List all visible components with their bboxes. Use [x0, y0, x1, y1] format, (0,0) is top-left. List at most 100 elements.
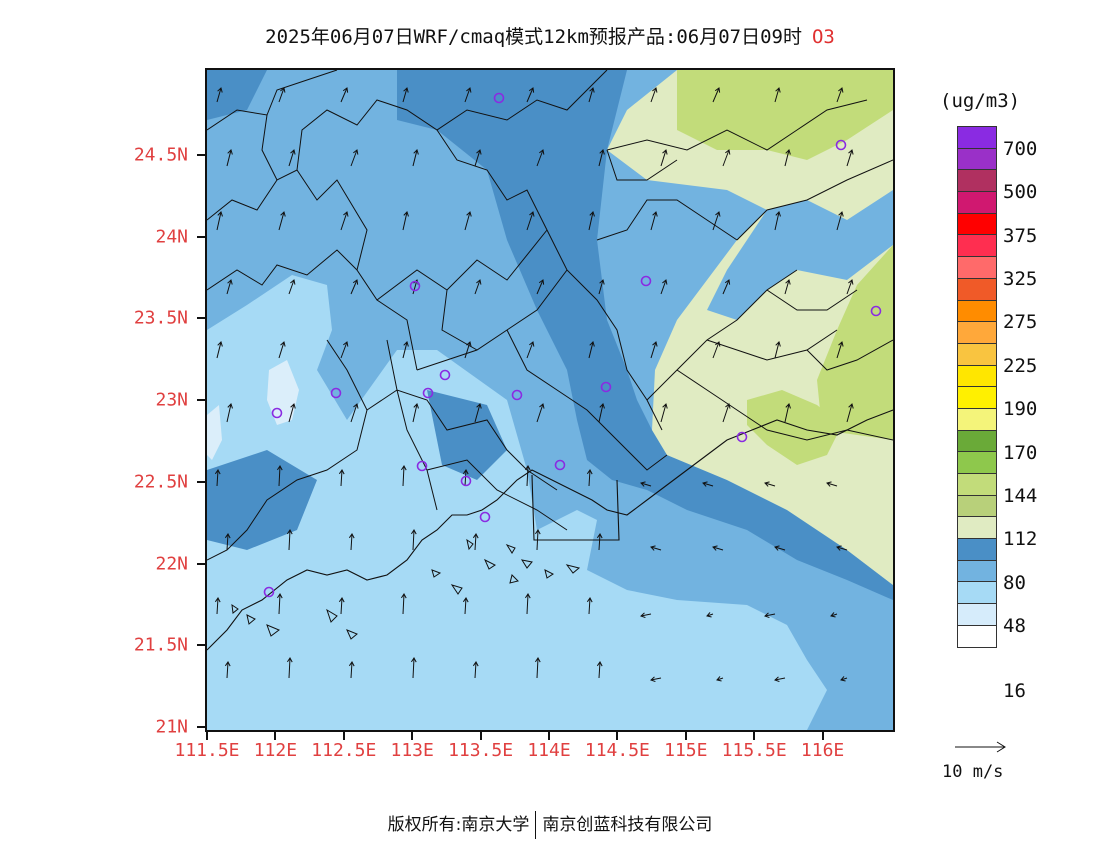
wind-arrow-icon — [588, 341, 595, 359]
wind-arrow-icon — [474, 403, 482, 423]
longitude-label: 116E — [800, 740, 845, 761]
wind-arrow-icon — [840, 676, 848, 682]
latitude-tick — [197, 480, 205, 483]
station-marker-icon — [271, 407, 283, 419]
longitude-tick — [479, 732, 482, 740]
station-marker-icon — [422, 387, 434, 399]
wind-arrow-icon — [348, 533, 355, 551]
wind-arrow-icon — [650, 211, 658, 231]
longitude-label: 114.5E — [584, 740, 650, 761]
wind-arrow-icon — [338, 597, 345, 615]
latitude-label: 21.5N — [133, 634, 188, 656]
wind-arrow-icon — [712, 87, 721, 103]
wind-arrow-icon — [526, 87, 535, 103]
legend-label: 275 — [1003, 311, 1038, 334]
wind-arrow-icon — [474, 279, 482, 295]
wind-arrow-icon — [836, 211, 844, 231]
wind-arrow-icon — [712, 211, 721, 231]
latitude-label: 22.5N — [133, 471, 188, 493]
wind-arrow-icon — [650, 87, 658, 103]
wind-arrow-icon — [526, 341, 535, 359]
color-legend — [957, 126, 997, 648]
latitude-tick — [197, 644, 205, 647]
wind-arrow-icon — [784, 279, 791, 295]
station-marker-icon — [439, 369, 451, 381]
legend-swatch — [957, 256, 997, 279]
wind-arrow-icon — [774, 676, 786, 683]
wind-arrow-icon — [410, 529, 417, 551]
wind-arrow-icon — [462, 597, 469, 615]
longitude-tick — [411, 732, 414, 740]
map-canvas — [207, 70, 893, 730]
station-marker-icon — [554, 459, 566, 471]
wind-arrow-icon — [350, 149, 359, 167]
title-text: 2025年06月07日WRF/cmaq模式12km预报产品:06月07日09时 — [265, 26, 802, 48]
legend-swatch — [957, 126, 997, 149]
reference-arrow-label: 10 m/s — [942, 762, 1004, 782]
legend-swatch — [957, 212, 997, 236]
wind-arrow-icon — [650, 545, 662, 551]
longitude-tick — [684, 732, 687, 740]
wind-arrow-icon — [276, 465, 283, 487]
wind-arrow-icon — [474, 149, 482, 167]
latitude-tick — [197, 726, 205, 728]
wind-arrow-icon — [836, 87, 844, 103]
longitude-label: 111.5E — [174, 740, 240, 761]
forecast-map[interactable] — [205, 68, 895, 732]
legend-swatch — [957, 581, 997, 605]
wind-arrow-icon — [534, 657, 541, 679]
wind-arrow-icon — [412, 149, 419, 167]
legend-label: 80 — [1003, 571, 1026, 594]
wind-arrow-icon — [596, 533, 603, 551]
wind-arrow-icon — [286, 657, 293, 679]
field-dark-region — [207, 450, 317, 550]
station-marker-icon — [416, 460, 428, 472]
legend-swatch — [957, 299, 997, 323]
wind-arrow-icon — [712, 545, 724, 551]
wind-arrow-icon — [784, 149, 791, 167]
longitude-tick — [616, 732, 619, 740]
wind-arrow-icon — [400, 465, 407, 487]
wind-arrow-icon — [764, 612, 776, 619]
legend-swatch — [957, 603, 997, 626]
wind-arrow-icon — [588, 87, 595, 103]
legend-label: 170 — [1003, 441, 1038, 464]
legend-swatch — [957, 342, 997, 366]
station-marker-icon — [493, 92, 505, 104]
wind-arrow-icon — [462, 469, 469, 487]
longitude-label: 113.5E — [448, 740, 514, 761]
wind-arrow-icon — [640, 612, 652, 619]
field-green-region — [677, 70, 893, 160]
wind-arrow-icon — [640, 481, 652, 487]
wind-arrow-icon — [276, 593, 283, 615]
wind-arrow-icon — [722, 149, 731, 167]
longitude-label: 113E — [390, 740, 434, 761]
legend-label: 190 — [1003, 398, 1038, 421]
wind-arrow-icon — [536, 149, 545, 167]
wind-arrow-icon — [598, 279, 605, 295]
islands — [231, 538, 581, 640]
wind-arrow-icon — [464, 341, 472, 359]
wind-arrow-icon — [472, 661, 479, 679]
legend-label: 500 — [1003, 181, 1038, 204]
legend-label: 325 — [1003, 267, 1038, 290]
wind-arrow-icon — [716, 676, 724, 682]
footer: 版权所有:南京大学 南京创蓝科技有限公司 — [0, 810, 1100, 839]
copyright-text: 版权所有:南京大学 — [387, 815, 530, 835]
wind-arrow-icon — [410, 657, 417, 679]
wind-arrow-icon — [598, 149, 605, 167]
wind-arrow-icon — [472, 533, 479, 551]
wind-arrow-icon — [702, 481, 714, 487]
legend-swatch — [957, 494, 997, 518]
wind-arrow-icon — [400, 593, 407, 615]
longitude-tick — [753, 732, 756, 740]
station-marker-icon — [330, 387, 342, 399]
legend-swatch — [957, 473, 997, 496]
wind-arrow-icon — [226, 279, 233, 295]
legend-swatch — [957, 516, 997, 540]
latitude-label: 21N — [155, 716, 188, 738]
wind-arrow-icon — [288, 403, 296, 423]
wind-arrow-icon — [660, 149, 668, 167]
legend-unit: (ug/m3) — [940, 90, 1021, 112]
wind-arrow-icon — [350, 403, 359, 423]
